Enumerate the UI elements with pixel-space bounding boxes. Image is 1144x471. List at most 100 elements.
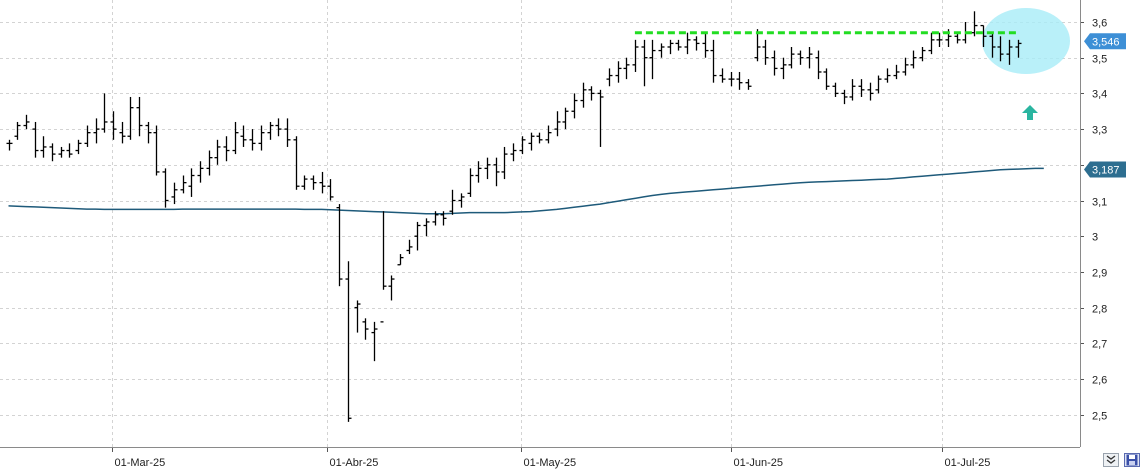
x-tick-label: 01-Jul-25: [945, 457, 991, 469]
ohlc-bar: [423, 218, 430, 237]
ohlc-bar: [562, 107, 569, 130]
ohlc-bar: [675, 39, 682, 51]
ohlc-bar: [14, 121, 21, 140]
moving-average: [8, 167, 1044, 215]
ohlc-bar: [728, 71, 735, 87]
ohlc-bar: [867, 82, 874, 101]
ohlc-bar: [206, 150, 213, 176]
ohlc-bar: [110, 111, 117, 140]
x-tick-label: 01-Abr-25: [330, 457, 379, 469]
ohlc-bar: [93, 118, 100, 144]
ohlc-bar: [954, 32, 961, 44]
ma-badge-bg: [1084, 161, 1126, 178]
ohlc-bar: [849, 79, 856, 101]
floppy-disk-icon: [1126, 454, 1138, 466]
double-chevron-down-icon: [1106, 455, 1116, 464]
ohlc-bar: [188, 168, 195, 197]
ohlc-bar: [606, 68, 613, 87]
moving-average-line: [8, 167, 1044, 215]
ohlc-bar: [336, 204, 343, 287]
ohlc-bar: [371, 321, 378, 362]
y-tick-label: 3,4: [1092, 89, 1107, 101]
ohlc-bar: [345, 261, 352, 422]
ohlc-bar: [571, 93, 578, 119]
ohlc-bar: [623, 57, 630, 80]
ohlc-bar: [545, 125, 552, 144]
ohlc-bar: [223, 136, 230, 162]
ohlc-bar: [936, 32, 943, 47]
ohlc-bar: [467, 168, 474, 197]
ohlc-bar: [119, 121, 126, 144]
ohlc-bar: [519, 136, 526, 155]
last-price-badge: 3,546: [1084, 33, 1126, 50]
ohlc-bar: [919, 46, 926, 62]
save-button[interactable]: [1124, 453, 1140, 467]
ohlc-bar: [153, 125, 160, 176]
ohlc-bar: [406, 239, 413, 255]
ohlc-bar: [310, 175, 317, 190]
ma-badge: 3,187: [1084, 161, 1126, 178]
y-tick-label: 2,5: [1092, 411, 1107, 423]
ohlc-bar: [823, 68, 830, 90]
ohlc-bar: [971, 11, 978, 37]
y-tick-label: 2,7: [1092, 339, 1107, 351]
ohlc-bar: [710, 39, 717, 83]
ohlc-bar: [762, 39, 769, 65]
ohlc-bar: [232, 121, 239, 155]
ohlc-bar: [397, 254, 404, 266]
ohlc-bar: [893, 64, 900, 80]
y-tick-label: 3: [1092, 232, 1098, 244]
ohlc-bar: [432, 211, 439, 226]
x-tick-label: 01-Mar-25: [115, 457, 166, 469]
ohlc-bar: [214, 139, 221, 165]
ma-value-label: 3,187: [1092, 164, 1120, 176]
ohlc-bar: [788, 46, 795, 69]
ohlc-bar: [258, 125, 265, 151]
ohlc-bar: [875, 75, 882, 94]
ohlc-bar: [40, 136, 47, 158]
x-tick-label: 01-May-25: [524, 457, 577, 469]
ohlc-bar: [49, 143, 56, 162]
ohlc-bar: [493, 157, 500, 187]
ohlc-bar: [197, 161, 204, 183]
ohlc-bar: [171, 182, 178, 205]
ohlc-bar: [736, 71, 743, 90]
ohlc-bar: [475, 161, 482, 183]
ohlc-bar: [745, 79, 752, 90]
ohlc-bar: [632, 39, 639, 72]
ohlc-bar: [528, 132, 535, 151]
ohlc-bar: [780, 57, 787, 80]
y-tick-label: 2,6: [1092, 375, 1107, 387]
ohlc-bar: [501, 146, 508, 180]
ohlc-bar: [1015, 39, 1022, 58]
zoom-button[interactable]: [1103, 453, 1119, 467]
ohlc-bar: [101, 93, 108, 133]
ohlc-bar: [702, 32, 709, 58]
x-axis: 01-Mar-25 01-Abr-25 01-May-25 01-Jun-25 01-J…: [0, 447, 1080, 469]
last-price-label: 3,546: [1092, 36, 1120, 48]
ohlc-bar: [380, 211, 387, 323]
ohlc-bar: [510, 143, 517, 162]
y-tick-label: 3,6: [1092, 18, 1107, 30]
ohlc-bar: [145, 121, 152, 144]
ohlc-bar: [440, 211, 447, 226]
ohlc-bar: [293, 136, 300, 190]
ohlc-bar: [554, 111, 561, 137]
y-tick-label: 2,9: [1092, 268, 1107, 280]
ohlc-bar: [240, 125, 247, 147]
ohlc-bar: [884, 68, 891, 83]
ohlc-bar: [301, 175, 308, 190]
ohlc-bar: [858, 79, 865, 97]
ohlc-bar: [162, 168, 169, 208]
ohlc-bar: [66, 143, 73, 158]
ohlc-bar: [928, 32, 935, 55]
ohlc-bar: [388, 275, 395, 301]
ohlc-bar: [362, 318, 369, 340]
ohlc-bar: [832, 82, 839, 97]
ohlc-bar: [180, 175, 187, 194]
ohlc-bar: [910, 50, 917, 69]
up-arrow-icon: [1022, 105, 1038, 120]
ohlc-bar: [989, 32, 996, 58]
ohlc-bar: [458, 193, 465, 208]
